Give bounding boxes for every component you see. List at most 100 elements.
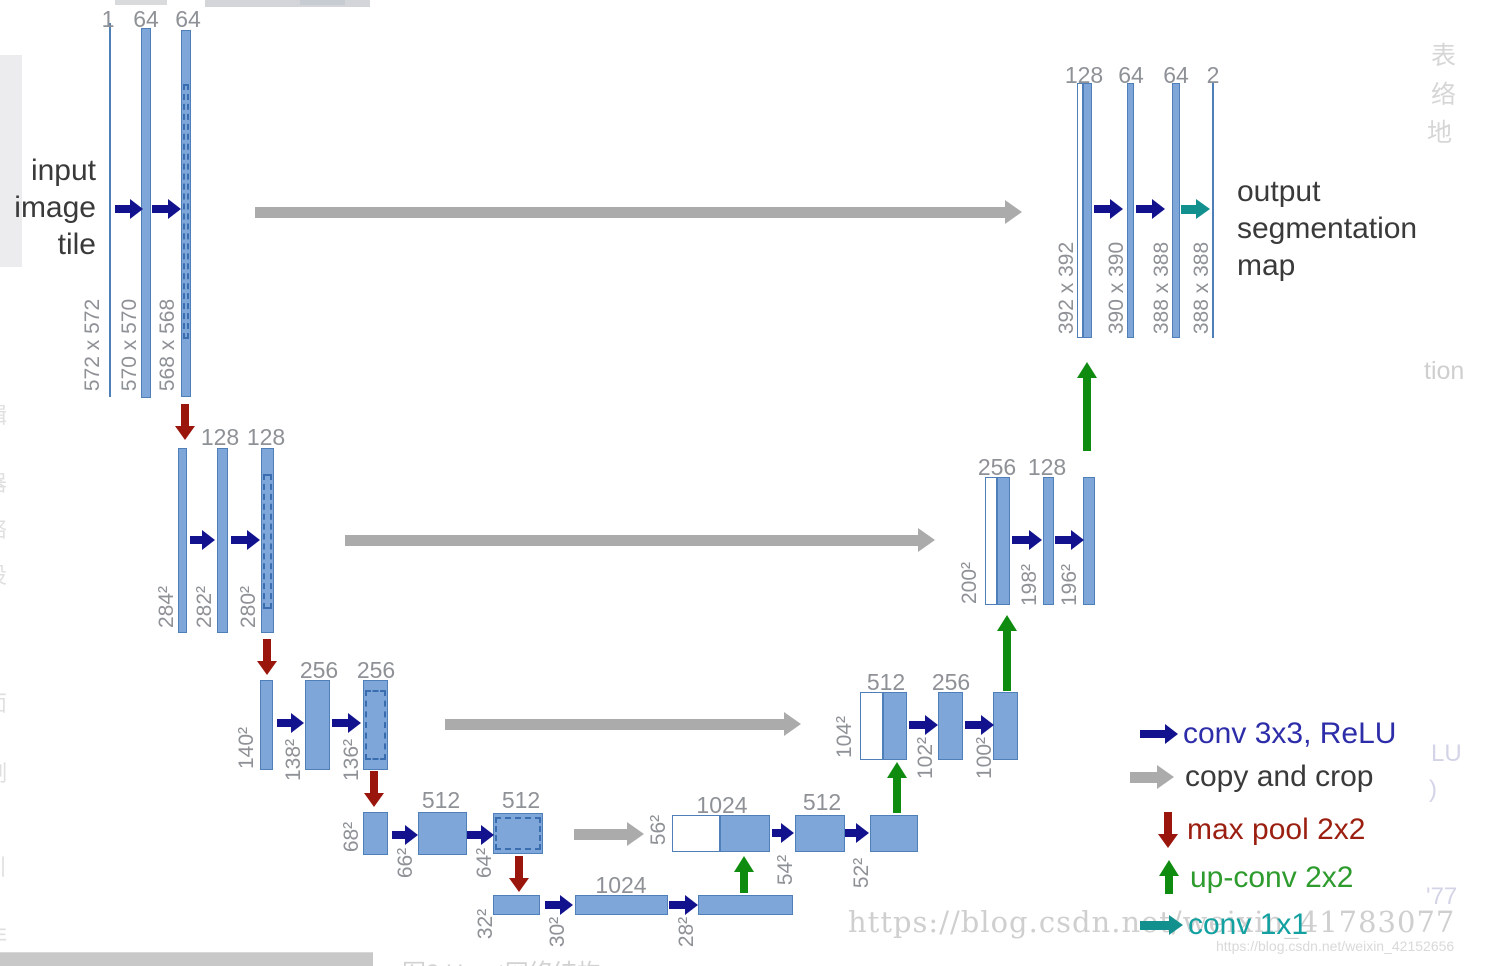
feature-size-label: 196² bbox=[1058, 563, 1081, 607]
conv3x3-arrow bbox=[909, 715, 938, 735]
feature-map-bar bbox=[1083, 83, 1092, 338]
channel-count-label: 512 bbox=[421, 787, 461, 813]
arrow-body bbox=[1055, 536, 1072, 544]
feature-map-bar bbox=[1212, 83, 1214, 338]
arrow-head bbox=[1152, 199, 1165, 219]
feature-map-bar bbox=[1083, 477, 1095, 605]
arrow-head bbox=[1029, 530, 1042, 550]
arrow-body bbox=[445, 718, 785, 730]
arrow-head bbox=[997, 615, 1017, 631]
copy-crop-arrow bbox=[445, 711, 801, 737]
feature-map-bar bbox=[883, 692, 907, 760]
arrow-body bbox=[467, 831, 482, 839]
up-conv-arrow bbox=[997, 615, 1017, 691]
channel-count-label: 128 bbox=[1064, 62, 1104, 88]
conv3x3-arrow bbox=[277, 713, 304, 733]
output-label-line: output bbox=[1237, 175, 1321, 208]
feature-size-label: 56² bbox=[647, 814, 670, 846]
feature-size-label: 282² bbox=[193, 585, 216, 629]
left-edge-text-fragment: 面 bbox=[0, 686, 7, 718]
conv3x3-arrow bbox=[190, 530, 215, 550]
copied-feature-map-bar bbox=[1077, 83, 1083, 338]
arrow-body bbox=[1083, 377, 1091, 451]
feature-size-label: 28² bbox=[675, 916, 698, 948]
arrow-head bbox=[1159, 860, 1179, 876]
conv3x3-arrow bbox=[392, 825, 418, 845]
arrow-body bbox=[231, 536, 248, 544]
arrow-head bbox=[481, 825, 494, 845]
feature-map-bar bbox=[363, 812, 388, 855]
conv3x3-arrow bbox=[115, 199, 143, 219]
arrow-body bbox=[255, 206, 1006, 218]
arrow-body bbox=[1140, 730, 1166, 738]
right-edge-char-fragment: 表 bbox=[1431, 42, 1457, 70]
conv3x3-arrow bbox=[1094, 199, 1123, 219]
ghost-text-fragment: ) bbox=[1429, 776, 1437, 803]
arrow-head bbox=[247, 530, 260, 550]
conv3x3-arrow bbox=[545, 895, 573, 915]
arrow-body bbox=[1164, 812, 1172, 835]
crop-region-dashed-outline bbox=[263, 474, 272, 609]
arrow-body bbox=[909, 721, 926, 729]
arrow-head bbox=[560, 895, 573, 915]
arrow-head bbox=[405, 825, 418, 845]
arrow-head bbox=[175, 426, 195, 440]
feature-size-label: 30² bbox=[546, 916, 569, 948]
watermark-url-small: https://blog.csdn.net/weixin_42152656 bbox=[1216, 938, 1455, 954]
feature-size-label: 570 x 570 bbox=[118, 298, 141, 392]
channel-count-label: 512 bbox=[866, 669, 906, 695]
feature-map-bar bbox=[795, 815, 845, 852]
ghost-text-fragment: LU bbox=[1431, 740, 1462, 767]
arrow-body bbox=[1165, 875, 1173, 894]
conv3x3-arrow bbox=[772, 823, 794, 843]
feature-map-bar bbox=[698, 895, 793, 915]
feature-size-label: 284² bbox=[155, 585, 178, 629]
bottom-scrollbar-fragment bbox=[0, 952, 373, 966]
feature-size-label: 198² bbox=[1018, 563, 1041, 607]
left-edge-text-fragment: 络 bbox=[0, 512, 7, 544]
left-edge-text-fragment: 非 bbox=[0, 919, 7, 951]
top-edge-artifact bbox=[205, 0, 370, 7]
conv3x3-arrow bbox=[1055, 530, 1084, 550]
channel-count-label: 64 bbox=[175, 6, 201, 32]
arrow-body bbox=[1094, 205, 1111, 213]
feature-map-bar bbox=[305, 680, 330, 770]
arrow-body bbox=[1012, 536, 1030, 544]
arrow-head bbox=[925, 715, 938, 735]
ghost-text-fragment: '77 bbox=[1426, 883, 1458, 910]
arrow-body bbox=[740, 871, 748, 893]
channel-count-label: 256 bbox=[977, 454, 1017, 480]
output-label-line: map bbox=[1237, 249, 1296, 282]
copied-feature-map-bar bbox=[985, 477, 997, 605]
left-edge-text-fragment: 制 bbox=[0, 756, 7, 788]
max-pool-arrow bbox=[175, 404, 195, 440]
arrow-body bbox=[345, 534, 919, 546]
channel-count-label: 2 bbox=[1206, 62, 1220, 88]
legend-label-copy: copy and crop bbox=[1185, 760, 1374, 793]
feature-map-bar bbox=[1043, 477, 1054, 605]
arrow-head bbox=[1158, 834, 1178, 848]
conv3x3-arrow bbox=[1012, 530, 1042, 550]
conv3x3-arrow bbox=[669, 895, 698, 915]
arrow-body bbox=[152, 205, 169, 213]
feature-size-label: 100² bbox=[973, 736, 996, 780]
arrow-body bbox=[277, 719, 292, 727]
feature-map-bar bbox=[575, 895, 668, 915]
channel-count-label: 128 bbox=[1027, 454, 1067, 480]
up-conv-arrow bbox=[734, 856, 754, 893]
arrow-head bbox=[734, 856, 754, 872]
channel-count-label: 1024 bbox=[595, 872, 647, 898]
arrow-body bbox=[263, 639, 271, 662]
arrow-body bbox=[515, 856, 523, 879]
arrow-body bbox=[669, 901, 686, 909]
arrow-head bbox=[364, 793, 384, 807]
legend-label-pool: max pool 2x2 bbox=[1187, 813, 1366, 846]
arrow-head bbox=[1005, 199, 1022, 224]
arrow-body bbox=[1140, 920, 1170, 930]
arrow-head bbox=[291, 713, 304, 733]
feature-map-bar bbox=[493, 895, 540, 915]
feature-size-label: 390 x 390 bbox=[1105, 241, 1128, 335]
left-edge-artifact bbox=[0, 55, 22, 267]
arrow-body bbox=[545, 901, 561, 909]
